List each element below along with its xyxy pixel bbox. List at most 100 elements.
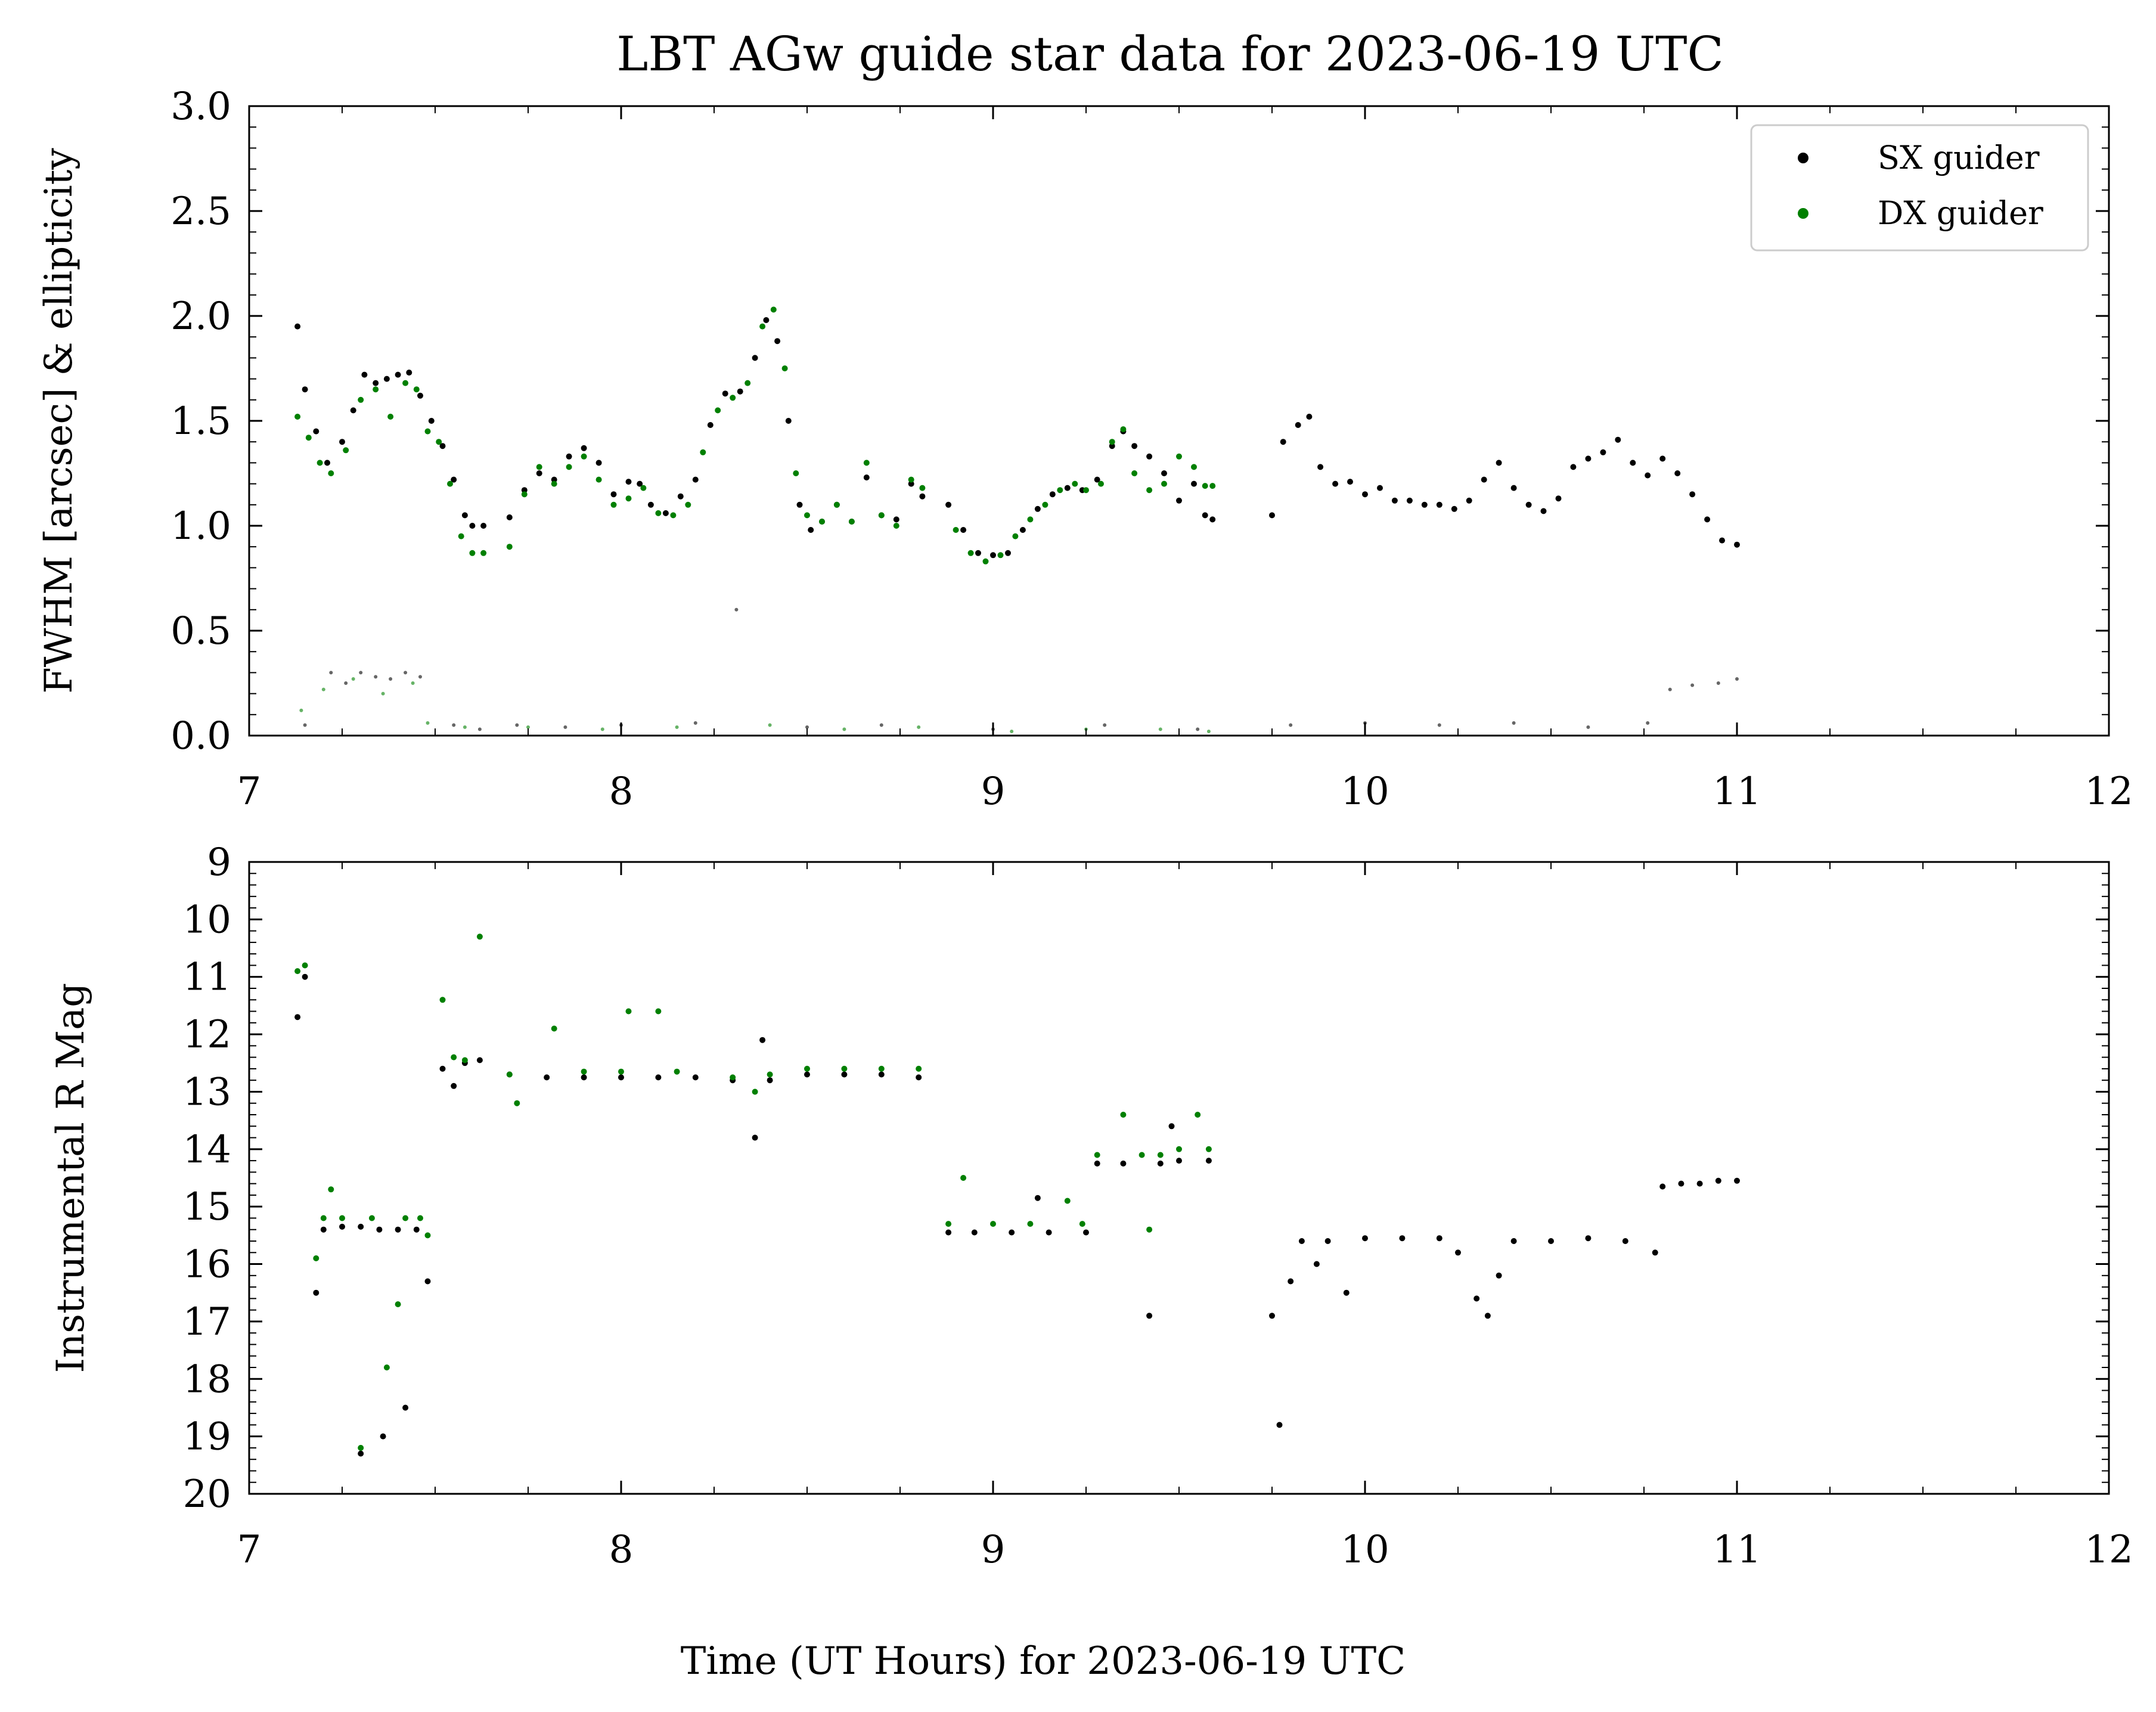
magnitude-point-1-35: [1027, 1221, 1034, 1227]
magnitude-point-1-2: [313, 1255, 319, 1261]
magnitude-point-0-4: [339, 1223, 345, 1230]
fwhm-point-0-11: [417, 392, 423, 399]
fwhm-point-3-1: [321, 687, 325, 691]
fwhm-point-2-1: [329, 671, 333, 675]
fwhm-point-3-6: [463, 725, 467, 729]
x-axis-label: Time (UT Hours) for 2023-06-19 UTC: [681, 1639, 1406, 1683]
magnitude-point-1-41: [1146, 1226, 1153, 1233]
magnitude-point-0-8: [380, 1433, 386, 1440]
magnitude-point-0-37: [1094, 1160, 1100, 1167]
magnitude-point-0-65: [1696, 1180, 1703, 1187]
magnitude-point-0-56: [1484, 1313, 1491, 1319]
fwhm-point-2-19: [1196, 727, 1200, 731]
fwhm-point-0-73: [1317, 464, 1324, 470]
magnitude-point-0-41: [1168, 1123, 1175, 1130]
magnitude-point-0-42: [1176, 1158, 1182, 1164]
fwhm-point-0-44: [863, 474, 870, 480]
fwhm-point-0-24: [595, 460, 602, 466]
fwhm-point-0-12: [428, 418, 435, 424]
magnitude-point-1-25: [730, 1074, 736, 1081]
magnitude-point-0-12: [424, 1278, 431, 1285]
fwhm-point-0-75: [1347, 479, 1353, 485]
fwhm-point-1-12: [447, 480, 453, 487]
magnitude-point-0-48: [1313, 1261, 1320, 1267]
fwhm-point-2-20: [1289, 723, 1293, 727]
magnitude-point-1-26: [752, 1088, 758, 1095]
fwhm-point-0-22: [566, 453, 572, 460]
fwhm-point-1-14: [469, 550, 476, 556]
fwhm-point-1-21: [581, 453, 587, 460]
magnitude-point-0-54: [1455, 1249, 1461, 1256]
fwhm-x-tick-label: 7: [237, 770, 262, 814]
magnitude-point-0-40: [1157, 1160, 1164, 1167]
magnitude-y-tick-label: 9: [207, 841, 231, 885]
fwhm-point-1-63: [1191, 464, 1197, 470]
fwhm-point-2-2: [344, 681, 348, 685]
fwhm-x-tick-label: 9: [981, 770, 1006, 814]
fwhm-point-0-95: [1645, 472, 1651, 479]
magnitude-marks: [294, 933, 1740, 1457]
fwhm-point-1-39: [833, 501, 840, 508]
magnitude-point-1-40: [1139, 1152, 1145, 1158]
fwhm-point-0-100: [1719, 537, 1725, 544]
fwhm-point-0-7: [373, 380, 379, 386]
fwhm-point-0-72: [1306, 414, 1313, 420]
fwhm-point-0-101: [1734, 541, 1740, 548]
magnitude-point-1-6: [358, 1444, 364, 1451]
magnitude-point-0-32: [971, 1229, 978, 1236]
fwhm-point-0-19: [521, 487, 528, 494]
magnitude-y-tick-label: 12: [183, 1013, 231, 1057]
fwhm-point-1-28: [685, 501, 691, 508]
fwhm-point-0-34: [737, 388, 743, 395]
fwhm-point-0-50: [960, 527, 967, 533]
fwhm-point-2-15: [805, 725, 809, 729]
magnitude-point-0-16: [476, 1057, 483, 1063]
fwhm-point-0-25: [610, 491, 617, 498]
fwhm-point-1-24: [625, 495, 632, 502]
fwhm-point-0-57: [1064, 485, 1071, 491]
magnitude-y-tick-label: 20: [183, 1472, 231, 1516]
fwhm-point-0-8: [383, 376, 390, 382]
magnitude-point-0-62: [1652, 1249, 1658, 1256]
magnitude-point-0-66: [1715, 1177, 1721, 1184]
magnitude-point-1-44: [1195, 1112, 1201, 1118]
fwhm-point-1-52: [1042, 501, 1048, 508]
fwhm-point-1-9: [413, 386, 420, 393]
fwhm-point-0-76: [1362, 491, 1368, 498]
fwhm-point-1-8: [402, 380, 409, 386]
fwhm-point-1-17: [521, 491, 528, 498]
fwhm-point-2-10: [515, 723, 519, 727]
fwhm-point-0-84: [1481, 476, 1487, 483]
fwhm-point-3-15: [1158, 727, 1162, 731]
fwhm-panel: 7 8 9 10 11 12 0.0 0.5 1.0 1.5 2.0 2.5 3.0 FWHM [arc…: [37, 85, 2133, 814]
fwhm-point-1-51: [1027, 516, 1034, 523]
fwhm-point-3-10: [768, 723, 772, 727]
magnitude-point-1-31: [916, 1065, 922, 1072]
fwhm-point-0-6: [361, 371, 368, 378]
fwhm-point-1-6: [373, 386, 379, 393]
fwhm-point-0-38: [785, 418, 792, 424]
fwhm-point-0-18: [506, 514, 513, 520]
magnitude-point-0-20: [618, 1074, 624, 1081]
fwhm-point-1-4: [343, 447, 349, 454]
fwhm-y-tick-label: 3.0: [170, 85, 231, 129]
fwhm-point-0-51: [975, 550, 981, 556]
magnitude-point-0-47: [1298, 1238, 1305, 1244]
magnitude-point-0-3: [320, 1226, 327, 1233]
fwhm-point-0-47: [908, 480, 914, 487]
fwhm-axis-ticks: 7 8 9 10 11 12 0.0 0.5 1.0 1.5 2.0 2.5 3.0: [170, 85, 2133, 814]
fwhm-point-2-11: [563, 725, 567, 729]
fwhm-x-tick-label: 12: [2084, 770, 2133, 814]
fwhm-point-3-2: [351, 677, 355, 681]
fwhm-point-0-33: [722, 390, 728, 397]
fwhm-point-3-4: [411, 681, 415, 685]
magnitude-y-tick-label: 18: [183, 1357, 231, 1401]
fwhm-point-1-22: [595, 476, 602, 483]
chart-title: LBT AGw guide star data for 2023-06-19 U…: [616, 26, 1723, 82]
magnitude-y-tick-label: 13: [183, 1070, 231, 1114]
magnitude-point-0-67: [1734, 1177, 1740, 1184]
fwhm-point-2-29: [1735, 677, 1739, 681]
fwhm-point-1-46: [953, 527, 959, 533]
magnitude-x-tick-label: 12: [2084, 1528, 2133, 1572]
fwhm-point-3-11: [842, 727, 846, 731]
